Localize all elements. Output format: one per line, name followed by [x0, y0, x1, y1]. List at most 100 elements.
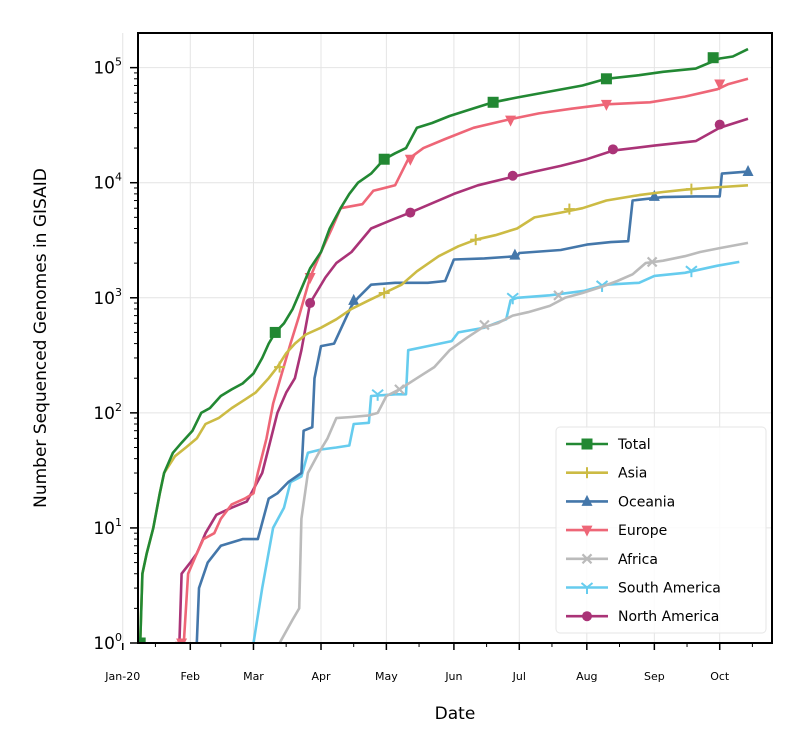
marker-stroke [512, 292, 519, 299]
legend-label-south-america: South America [618, 581, 721, 597]
marker-stroke [394, 384, 405, 395]
data-point-asia [274, 361, 286, 373]
y-tick-exponent: 4 [115, 171, 122, 184]
data-point-north-america [607, 144, 618, 155]
legend-marker-asia [581, 467, 593, 479]
data-point-asia [685, 183, 697, 195]
plot-frame [137, 32, 773, 644]
legend-marker-south-america [580, 582, 594, 594]
x-axis-ticks: Jan-20 Feb Mar Apr May Jun Jul Aug Sep Oct [104, 643, 753, 683]
x-axis-label: Date [435, 704, 476, 724]
series-north-america [178, 117, 749, 643]
y-tick-base: 10 [93, 174, 115, 194]
y-tick-exponent: 0 [115, 631, 122, 644]
marker-stroke [479, 319, 490, 331]
data-point-africa [394, 384, 405, 395]
data-point-total [600, 73, 612, 85]
series-line-oceania [195, 170, 749, 643]
data-point-south-america [371, 389, 384, 401]
marker-stroke [371, 389, 379, 396]
marker-stroke [601, 280, 609, 287]
y-tick-label: 102 [93, 401, 122, 424]
y-tick-label: 100 [93, 631, 122, 654]
x-tick-label: Jan-20 [104, 670, 140, 683]
legend-label-europe: Europe [618, 523, 667, 539]
x-tick-label: Sep [644, 670, 665, 683]
data-point-europe [176, 638, 188, 643]
x-tick-label: Jun [444, 670, 462, 683]
data-point-oceania [509, 248, 521, 260]
y-tick-label: 104 [93, 171, 122, 194]
marker-stroke [646, 256, 658, 268]
marker-stroke [685, 265, 693, 272]
marker-stroke [553, 290, 564, 301]
x-tick-label: Jul [512, 670, 526, 683]
legend-marker-oceania [581, 494, 593, 506]
data-point-north-america [714, 119, 725, 130]
data-point-asia [563, 203, 575, 215]
y-tick-base: 10 [93, 519, 115, 539]
series-line-africa [278, 241, 749, 643]
data-point-north-america [405, 207, 416, 218]
data-point-africa [479, 319, 490, 331]
legend-marker-north-america [582, 611, 592, 622]
y-tick-label: 105 [93, 56, 122, 79]
legend-label-total: Total [617, 437, 651, 453]
data-point-asia [470, 234, 482, 246]
data-point-oceania [648, 189, 660, 201]
y-tick-exponent: 1 [115, 516, 122, 529]
y-tick-base: 10 [93, 404, 115, 424]
data-point-africa [646, 256, 658, 268]
y-tick-base: 10 [93, 634, 115, 654]
legend-marker-europe [581, 525, 593, 537]
y-tick-exponent: 5 [115, 56, 122, 69]
series-line-north-america [178, 117, 749, 643]
y-tick-label: 101 [93, 516, 122, 539]
marker-stroke [377, 389, 384, 396]
data-point-total [378, 153, 390, 165]
x-tick-label: May [375, 670, 398, 683]
y-tick-base: 10 [93, 289, 115, 309]
legend-frame [555, 426, 767, 634]
y-tick-exponent: 2 [115, 401, 122, 414]
y-tick-base: 10 [93, 59, 115, 79]
y-tick-exponent: 3 [115, 286, 122, 299]
data-point-total [138, 637, 146, 643]
x-tick-label: Mar [243, 670, 264, 683]
marker-stroke [586, 582, 594, 589]
series-layer [138, 47, 754, 643]
data-point-europe [505, 115, 517, 127]
x-tick-label: Oct [710, 670, 730, 683]
data-point-south-america [685, 265, 698, 278]
data-point-oceania [742, 165, 754, 177]
legend-label-africa: Africa [618, 552, 658, 568]
data-point-africa [553, 290, 564, 301]
data-point-north-america [507, 170, 518, 181]
marker-stroke [581, 553, 593, 565]
data-point-europe [404, 154, 416, 166]
legend-marker-total [581, 438, 593, 450]
data-point-total [269, 326, 281, 338]
series-oceania [195, 165, 754, 643]
marker-stroke [595, 280, 603, 287]
data-point-south-america [506, 292, 519, 305]
series-total [138, 47, 749, 643]
legend-label-north-america: North America [618, 609, 719, 625]
data-point-north-america [305, 298, 316, 309]
series-line-asia [138, 184, 749, 643]
data-point-total [707, 52, 719, 64]
y-tick-label: 103 [93, 286, 122, 309]
data-point-total [487, 96, 499, 108]
data-point-oceania [348, 293, 360, 305]
legend-label-asia: Asia [618, 466, 647, 482]
legend: Total Asia Oceania Europe Africa South Americ… [555, 426, 767, 634]
marker-stroke [690, 265, 698, 272]
x-tick-label: Feb [181, 670, 200, 683]
legend-marker-africa [581, 553, 593, 565]
data-point-asia [378, 287, 390, 299]
data-point-europe [600, 99, 612, 111]
series-africa [278, 241, 749, 643]
y-axis-label: Number Sequenced Genomes in GISAID [31, 168, 51, 508]
legend-label-oceania: Oceania [618, 494, 675, 510]
